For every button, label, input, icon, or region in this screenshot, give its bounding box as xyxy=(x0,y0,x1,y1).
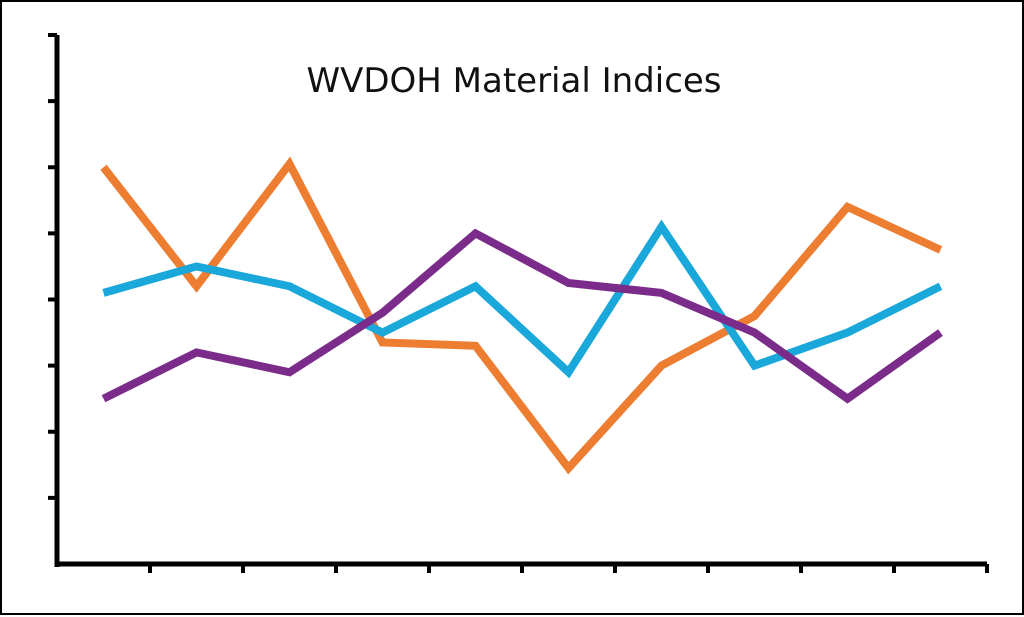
series-layer xyxy=(100,156,943,475)
series-line-1 xyxy=(100,156,943,475)
axes xyxy=(48,33,989,573)
series-line-2 xyxy=(102,219,943,379)
series-line-3 xyxy=(101,228,943,404)
chart-title: WVDOH Material Indices xyxy=(306,61,721,101)
